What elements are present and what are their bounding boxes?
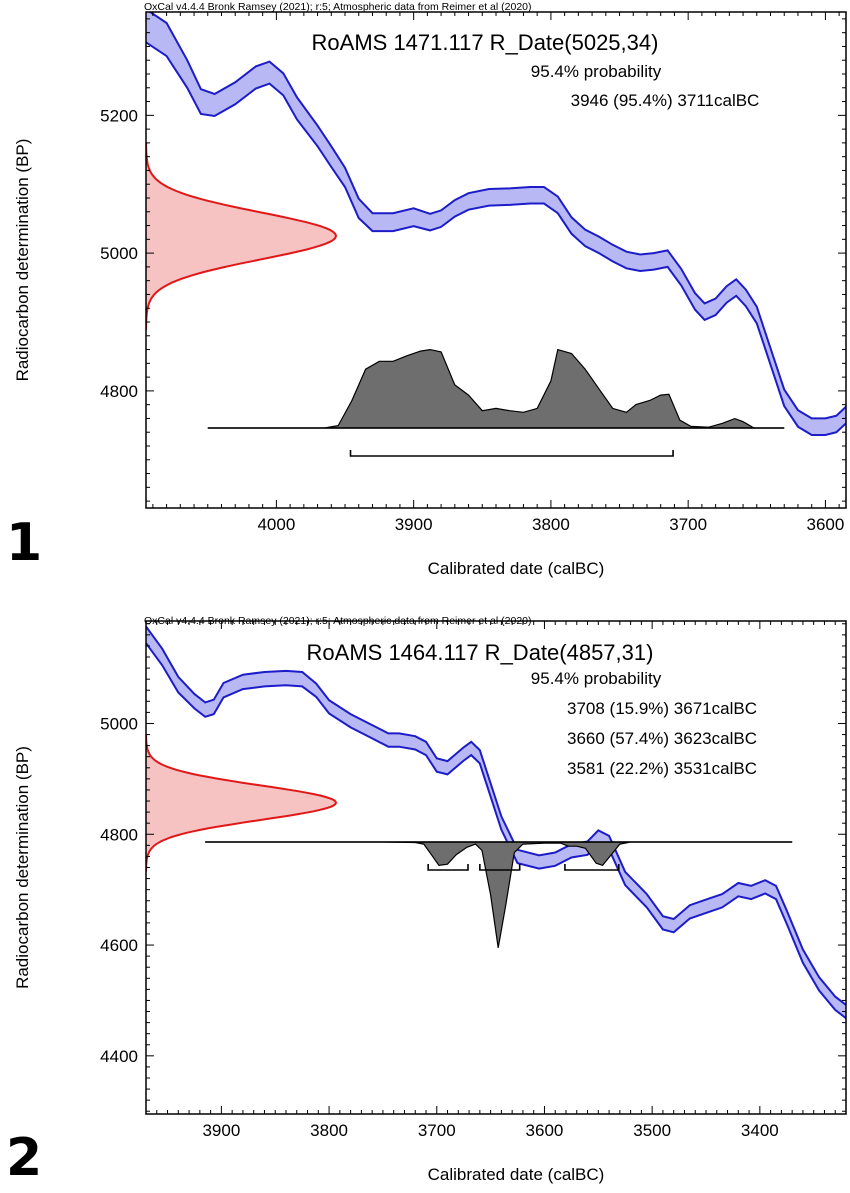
software-header: OxCal v4.4.4 Bronk Ramsey (2021); r:5; A… [144, 1, 532, 13]
x-tick-label: 3600 [526, 1121, 564, 1140]
probability-range: 3708 (15.9%) 3671calBC [567, 699, 757, 718]
chart-title: RoAMS 1464.117 R_Date(4857,31) [307, 640, 654, 665]
x-tick-label: 3700 [669, 515, 707, 534]
panel-number: 2 [6, 1128, 42, 1188]
plot-area [146, 625, 846, 1019]
measured-distribution-outline [146, 734, 338, 872]
y-tick-label: 4600 [100, 936, 138, 955]
calibrated-probability-distribution [207, 348, 785, 429]
x-axis-label: Calibrated date (calBC) [428, 559, 605, 578]
x-tick-label: 3800 [532, 515, 570, 534]
x-axis-label: Calibrated date (calBC) [428, 1165, 605, 1184]
measured-distribution-fill [146, 734, 336, 872]
measured-distribution-fill [146, 142, 336, 330]
chart-panel-2: 3900 3800 3700 3600 3500 3400 4400 4600 4800 5000… [6, 615, 847, 1188]
range-bracket-2 [479, 864, 521, 871]
chart-panel-1: 4000 3900 3800 3700 3600 4800 5000 5200 OxCal v4… [6, 1, 847, 578]
y-tick-label: 5000 [100, 714, 138, 733]
range-bracket-1 [349, 450, 674, 457]
y-tick-label: 5000 [100, 244, 138, 263]
probability-heading: 95.4% probability [531, 669, 662, 688]
y-tick-label: 4400 [100, 1047, 138, 1066]
measured-distribution-outline [146, 142, 338, 330]
x-tick-label: 3900 [202, 1121, 240, 1140]
software-header: OxCal v4.4.4 Bronk Ramsey (2021); r:5; A… [144, 615, 532, 627]
x-tick-label: 3400 [741, 1121, 779, 1140]
y-axis-label: Radiocarbon determination (BP) [13, 746, 32, 989]
probability-heading: 95.4% probability [531, 62, 662, 81]
probability-range: 3946 (95.4%) 3711calBC [571, 91, 760, 110]
calibrated-probability-distribution [205, 841, 793, 948]
calibration-curve-upper [146, 625, 846, 1006]
chart-title: RoAMS 1471.117 R_Date(5025,34) [312, 30, 659, 55]
y-tick-label: 5200 [100, 106, 138, 125]
panel-number: 1 [6, 513, 42, 573]
calibration-curve-band [146, 626, 846, 1019]
range-bracket-3 [564, 864, 620, 871]
probability-range: 3660 (57.4%) 3623calBC [567, 729, 757, 748]
calibration-curve-upper [148, 12, 846, 420]
probability-range: 3581 (22.2%) 3531calBC [567, 759, 757, 778]
calibration-curve-lower [146, 41, 846, 436]
y-axis-label: Radiocarbon determination (BP) [13, 139, 32, 382]
x-tick-label: 3900 [395, 515, 433, 534]
y-tick-label: 4800 [100, 825, 138, 844]
x-tick-label: 3500 [633, 1121, 671, 1140]
y-tick-label: 4800 [100, 382, 138, 401]
plot-area [146, 12, 846, 436]
x-tick-label: 3800 [310, 1121, 348, 1140]
x-tick-label: 4000 [257, 515, 295, 534]
x-tick-label: 3600 [806, 515, 844, 534]
range-bracket-1 [427, 864, 469, 871]
x-tick-label: 3700 [418, 1121, 456, 1140]
calibration-curve-lower [146, 642, 846, 1019]
